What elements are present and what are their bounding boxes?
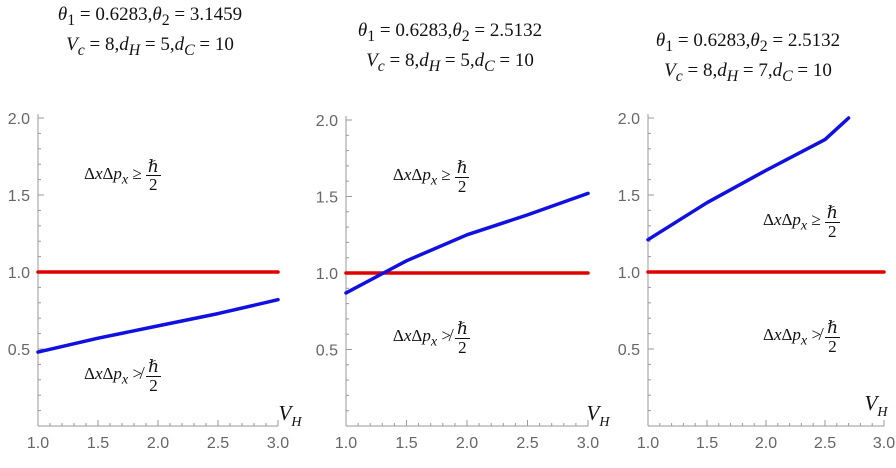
y-tick-label: 1.5 <box>8 188 30 205</box>
chart-svg: 1.0 1.5 2.0 2.5 3.0 0.5 1.0 1.5 2.0 VH <box>8 111 303 452</box>
x-tick-label: 1.5 <box>696 435 718 452</box>
annotation-violated: ΔxΔpx ≯ ℏ 2 <box>392 318 470 357</box>
annotation-violated: ΔxΔpx ≯ ℏ 2 <box>84 356 161 395</box>
y-tick-label: 1.0 <box>316 266 338 283</box>
theta1-value: 0.6283 <box>395 20 448 41</box>
vc-value: 8 <box>104 34 115 55</box>
vc-value: 8 <box>404 50 415 71</box>
y-tick-label: 1.0 <box>8 265 30 282</box>
annotation-satisfied: ΔxΔpx ≥ ℏ 2 <box>392 158 470 197</box>
x-axis-label: VH <box>279 401 303 430</box>
uncertainty-curve <box>646 116 851 242</box>
uncertainty-curve <box>344 191 590 295</box>
chart-svg: 1.0 1.5 2.0 2.5 3.0 0.5 1.0 1.5 2.0 VH <box>618 111 895 452</box>
dc-value: 10 <box>214 34 234 55</box>
x-tick-label: 1.0 <box>335 435 357 452</box>
x-tick-label: 3.0 <box>577 435 599 452</box>
y-tick-label: 0.5 <box>8 342 30 359</box>
y-tick-label: 1.0 <box>618 265 640 282</box>
y-tick-label: 1.5 <box>316 190 338 207</box>
chart-title-line1: θ1 = 0.6283,θ2 = 2.5132 <box>655 30 841 55</box>
chart-title-line2: Vc = 8,dH = 5,dC = 10 <box>366 50 534 75</box>
chart-title-line2: Vc = 8,dH = 7,dC = 10 <box>664 60 832 85</box>
dh-value: 5 <box>160 34 170 55</box>
x-tick-label: 2.5 <box>814 435 836 452</box>
chart-panel-3: θ1 = 0.6283,θ2 = 2.5132 Vc = 8,dH = 7,dC … <box>600 0 896 468</box>
y-tick-label: 2.0 <box>618 111 640 128</box>
x-tick-label: 1.0 <box>27 435 49 452</box>
x-axis-label: VH <box>865 391 889 420</box>
x-tick-label: 3.0 <box>267 435 289 452</box>
x-tick-label: 1.0 <box>637 435 659 452</box>
theta2-value: 2.5132 <box>787 30 841 51</box>
x-tick-label: 2.5 <box>207 435 229 452</box>
dc-value: 10 <box>812 60 832 81</box>
chart-svg: 1.0 1.5 2.0 2.5 3.0 0.5 1.0 1.5 2.0 VH <box>316 113 611 452</box>
x-tick-label: 2.0 <box>147 435 169 452</box>
chart-title-line1: θ1 = 0.6283,θ2 = 3.1459 <box>57 4 243 29</box>
y-tick-label: 0.5 <box>316 343 338 360</box>
annotation-satisfied: ΔxΔpx ≥ ℏ 2 <box>763 202 840 241</box>
vc-value: 8 <box>702 60 713 81</box>
theta1-value: 0.6283 <box>95 4 148 25</box>
y-tick-label: 0.5 <box>618 342 640 359</box>
dh-value: 5 <box>460 50 470 71</box>
chart-panel-1: θ1 = 0.6283,θ2 = 3.1459 Vc = 8,dH = 5,dC … <box>0 0 303 468</box>
chart-title-line1: θ1 = 0.6283,θ2 = 2.5132 <box>357 20 543 45</box>
y-tick-label: 1.5 <box>618 188 640 205</box>
dc-value: 10 <box>514 50 534 71</box>
y-tick-label: 2.0 <box>8 111 30 128</box>
dh-value: 7 <box>758 60 768 81</box>
chart-title-line2: Vc = 8,dH = 5,dC = 10 <box>66 34 234 59</box>
annotation-violated: ΔxΔpx ≯ ℏ 2 <box>763 318 840 357</box>
theta1-value: 0.6283 <box>693 30 746 51</box>
x-axis-label: VH <box>587 401 611 430</box>
annotation-satisfied: ΔxΔpx ≥ ℏ 2 <box>84 156 161 195</box>
x-tick-label: 2.5 <box>516 435 538 452</box>
x-tick-label: 1.5 <box>87 435 109 452</box>
y-tick-label: 2.0 <box>316 113 338 130</box>
x-tick-label: 1.5 <box>395 435 417 452</box>
x-tick-label: 2.0 <box>755 435 777 452</box>
x-tick-label: 3.0 <box>873 435 895 452</box>
theta2-value: 3.1459 <box>189 4 243 25</box>
chart-panel-2: θ1 = 0.6283,θ2 = 2.5132 Vc = 8,dH = 5,dC … <box>300 0 611 468</box>
uncertainty-curve <box>36 297 280 354</box>
theta2-value: 2.5132 <box>489 20 543 41</box>
x-tick-label: 2.0 <box>456 435 478 452</box>
